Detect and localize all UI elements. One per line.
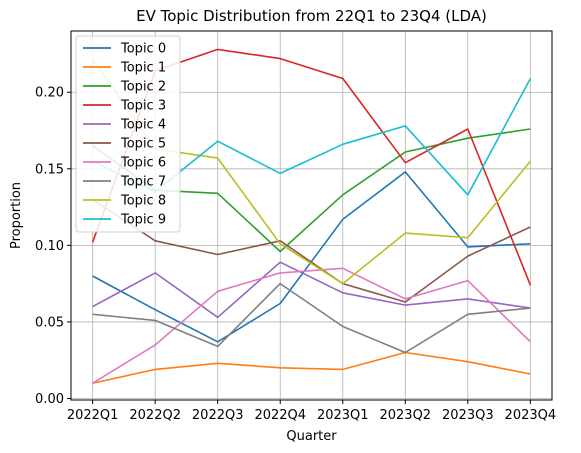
x-tick-label: 2022Q1 xyxy=(67,408,119,423)
series-line-topic-7 xyxy=(92,282,531,354)
legend-label: Topic 9 xyxy=(120,213,166,228)
chart-title: EV Topic Distribution from 22Q1 to 23Q4 … xyxy=(136,7,487,25)
legend-label: Topic 3 xyxy=(120,99,166,114)
legend-label: Topic 1 xyxy=(120,61,166,76)
x-tick-label: 2022Q2 xyxy=(129,408,181,423)
plot-frame xyxy=(70,30,553,401)
y-tick-label: 0.10 xyxy=(35,239,64,254)
legend-label: Topic 5 xyxy=(120,137,166,152)
legend-box xyxy=(75,35,181,233)
series-line-topic-1 xyxy=(92,351,531,384)
x-axis-title: Quarter xyxy=(286,429,337,444)
x-tick-label: 2023Q3 xyxy=(442,408,494,423)
series-line-topic-5 xyxy=(92,198,531,303)
x-tick-label: 2023Q4 xyxy=(505,408,557,423)
x-axis: 2022Q1 2022Q2 2022Q3 2022Q4 2023Q1 2023Q2 2023… xyxy=(67,400,556,423)
legend-label: Topic 6 xyxy=(120,156,166,171)
legend-label: Topic 0 xyxy=(120,42,166,57)
y-tick-label: 0.15 xyxy=(35,162,64,177)
x-tick-label: 2023Q1 xyxy=(317,408,369,423)
series-line-topic-4 xyxy=(92,261,531,319)
series-lines xyxy=(91,48,532,384)
legend: Topic 0 Topic 1 Topic 2 Topic 3 Topic 4 Topic… xyxy=(75,35,181,233)
legend-label: Topic 2 xyxy=(120,80,166,95)
y-axis: 0.00 0.05 0.10 0.15 0.20 xyxy=(35,86,71,407)
y-tick-label: 0.00 xyxy=(35,392,64,407)
x-tick-label: 2022Q3 xyxy=(192,408,244,423)
legend-label: Topic 4 xyxy=(120,118,166,133)
x-tick-label: 2023Q2 xyxy=(379,408,431,423)
y-axis-title: Proportion xyxy=(9,182,24,249)
y-tick-label: 0.20 xyxy=(35,86,64,101)
y-tick-label: 0.05 xyxy=(35,315,64,330)
legend-label: Topic 8 xyxy=(120,194,166,209)
legend-label: Topic 7 xyxy=(120,175,166,190)
x-tick-label: 2022Q4 xyxy=(254,408,306,423)
series-line-topic-6 xyxy=(92,267,531,384)
